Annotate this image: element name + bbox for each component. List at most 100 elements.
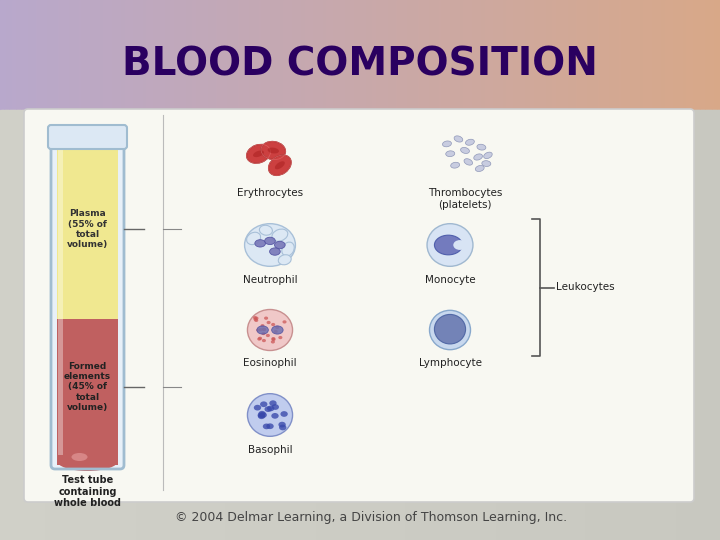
Bar	[305, 0, 308, 110]
Bar	[482, 0, 486, 110]
Ellipse shape	[271, 340, 275, 343]
Bar	[146, 110, 150, 540]
Bar	[711, 0, 714, 110]
Bar	[387, 110, 390, 540]
Bar	[9, 110, 13, 540]
Bar	[593, 0, 596, 110]
Bar	[79, 110, 83, 540]
Bar	[264, 0, 267, 110]
Bar	[466, 110, 469, 540]
Bar	[142, 110, 145, 540]
Bar	[516, 110, 519, 540]
Bar	[221, 110, 224, 540]
Bar	[691, 110, 695, 540]
Bar	[279, 110, 282, 540]
Bar	[238, 0, 241, 110]
Bar	[173, 110, 176, 540]
Bar	[194, 0, 198, 110]
Text: Erythrocytes: Erythrocytes	[237, 188, 303, 198]
Bar	[115, 110, 119, 540]
Bar	[12, 0, 15, 110]
Bar	[502, 0, 505, 110]
Bar	[391, 110, 395, 540]
Bar	[374, 110, 378, 540]
Bar	[122, 110, 126, 540]
Bar	[480, 110, 483, 540]
Bar	[708, 0, 711, 110]
Bar	[403, 110, 407, 540]
Ellipse shape	[279, 255, 291, 265]
Bar	[362, 110, 366, 540]
Bar	[27, 0, 30, 110]
Bar	[715, 0, 719, 110]
Bar	[72, 110, 76, 540]
Bar	[394, 0, 397, 110]
Ellipse shape	[253, 318, 258, 321]
Bar	[336, 110, 339, 540]
Bar	[360, 0, 364, 110]
Bar	[533, 0, 536, 110]
Bar	[427, 0, 431, 110]
Bar	[182, 110, 186, 540]
Bar	[470, 0, 474, 110]
Bar	[41, 0, 44, 110]
Bar	[516, 0, 519, 110]
Ellipse shape	[275, 161, 285, 170]
Bar	[432, 0, 436, 110]
Bar	[521, 110, 524, 540]
Bar	[113, 110, 116, 540]
Bar	[533, 110, 536, 540]
Bar	[612, 110, 616, 540]
Bar	[574, 0, 577, 110]
Bar	[581, 0, 584, 110]
Bar	[473, 110, 476, 540]
Bar	[142, 0, 145, 110]
Bar	[125, 0, 128, 110]
Bar	[94, 110, 97, 540]
Bar	[197, 0, 200, 110]
Bar	[34, 110, 37, 540]
Ellipse shape	[466, 139, 474, 145]
Bar	[60, 110, 63, 540]
Bar	[655, 0, 659, 110]
Ellipse shape	[269, 155, 291, 176]
Bar	[396, 0, 400, 110]
Bar	[434, 0, 438, 110]
Bar	[214, 110, 217, 540]
Bar	[288, 0, 292, 110]
Bar	[662, 0, 666, 110]
Bar	[600, 110, 603, 540]
Bar	[163, 110, 166, 540]
Ellipse shape	[263, 423, 270, 429]
Text: Monocyte: Monocyte	[425, 275, 475, 285]
Bar	[230, 110, 234, 540]
Bar	[156, 110, 159, 540]
Bar	[614, 110, 618, 540]
Bar	[94, 0, 97, 110]
Bar	[130, 110, 133, 540]
Bar	[396, 110, 400, 540]
Bar	[470, 110, 474, 540]
Text: Formed
elements
(45% of
total
volume): Formed elements (45% of total volume)	[64, 362, 111, 412]
Bar	[667, 0, 670, 110]
Bar	[50, 110, 54, 540]
Bar	[22, 0, 25, 110]
Text: Lymphocyte: Lymphocyte	[418, 358, 482, 368]
Bar	[506, 110, 510, 540]
Bar	[257, 0, 260, 110]
Bar	[646, 110, 649, 540]
Bar	[180, 110, 184, 540]
Bar	[250, 0, 253, 110]
Bar	[2, 0, 6, 110]
Bar	[492, 0, 495, 110]
Bar	[631, 0, 634, 110]
Bar	[410, 110, 414, 540]
Bar	[216, 110, 220, 540]
Bar	[182, 0, 186, 110]
Bar	[578, 110, 582, 540]
Bar	[317, 0, 320, 110]
Bar	[45, 0, 49, 110]
Bar	[672, 110, 675, 540]
Bar	[58, 150, 63, 455]
Bar	[7, 110, 11, 540]
